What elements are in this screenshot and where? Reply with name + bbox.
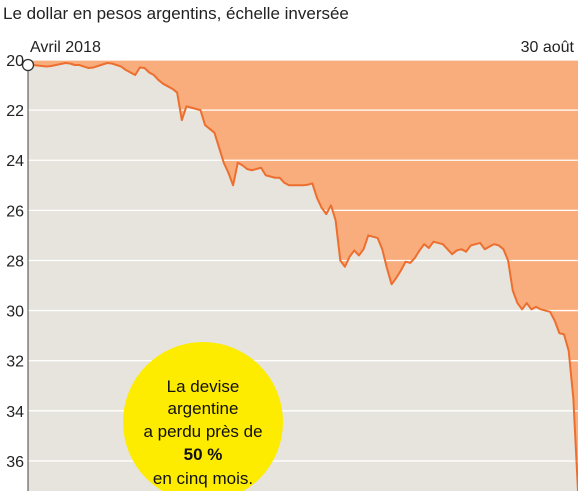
x-start-label: Avril 2018 <box>30 39 101 56</box>
gridlines <box>27 59 578 491</box>
y-tick-label: 34 <box>6 404 24 421</box>
callout-text-line2: argentine <box>168 399 239 418</box>
y-tick-label: 30 <box>6 304 24 321</box>
chart-title: Le dollar en pesos argentins, échelle in… <box>3 4 349 23</box>
y-tick-label: 36 <box>6 454 24 471</box>
callout-group: La devise argentine a perdu près de 50 % en … <box>123 342 283 491</box>
y-axis-ticks: 20 22 24 26 28 30 32 34 36 <box>6 53 24 471</box>
area-fills <box>28 60 578 491</box>
y-tick-label: 26 <box>6 203 24 220</box>
x-end-label: 30 août <box>521 39 575 56</box>
y-tick-label: 20 <box>6 53 24 70</box>
start-point-marker <box>21 58 35 72</box>
series-line-group <box>21 58 578 491</box>
callout-text-line1: La devise <box>167 377 240 396</box>
y-tick-label: 24 <box>6 153 24 170</box>
callout-text-line4: 50 % <box>184 445 223 464</box>
callout-text-line3: a perdu près de <box>143 422 262 441</box>
area-above-line <box>28 60 578 491</box>
x-range-labels: Avril 2018 30 août <box>30 39 575 56</box>
callout-circle <box>123 342 283 491</box>
y-tick-label: 28 <box>6 253 24 270</box>
y-tick-label: 32 <box>6 354 24 371</box>
y-tick-label: 22 <box>6 103 24 120</box>
series-line <box>28 62 578 491</box>
callout-text-line5: en cinq mois. <box>153 469 253 488</box>
